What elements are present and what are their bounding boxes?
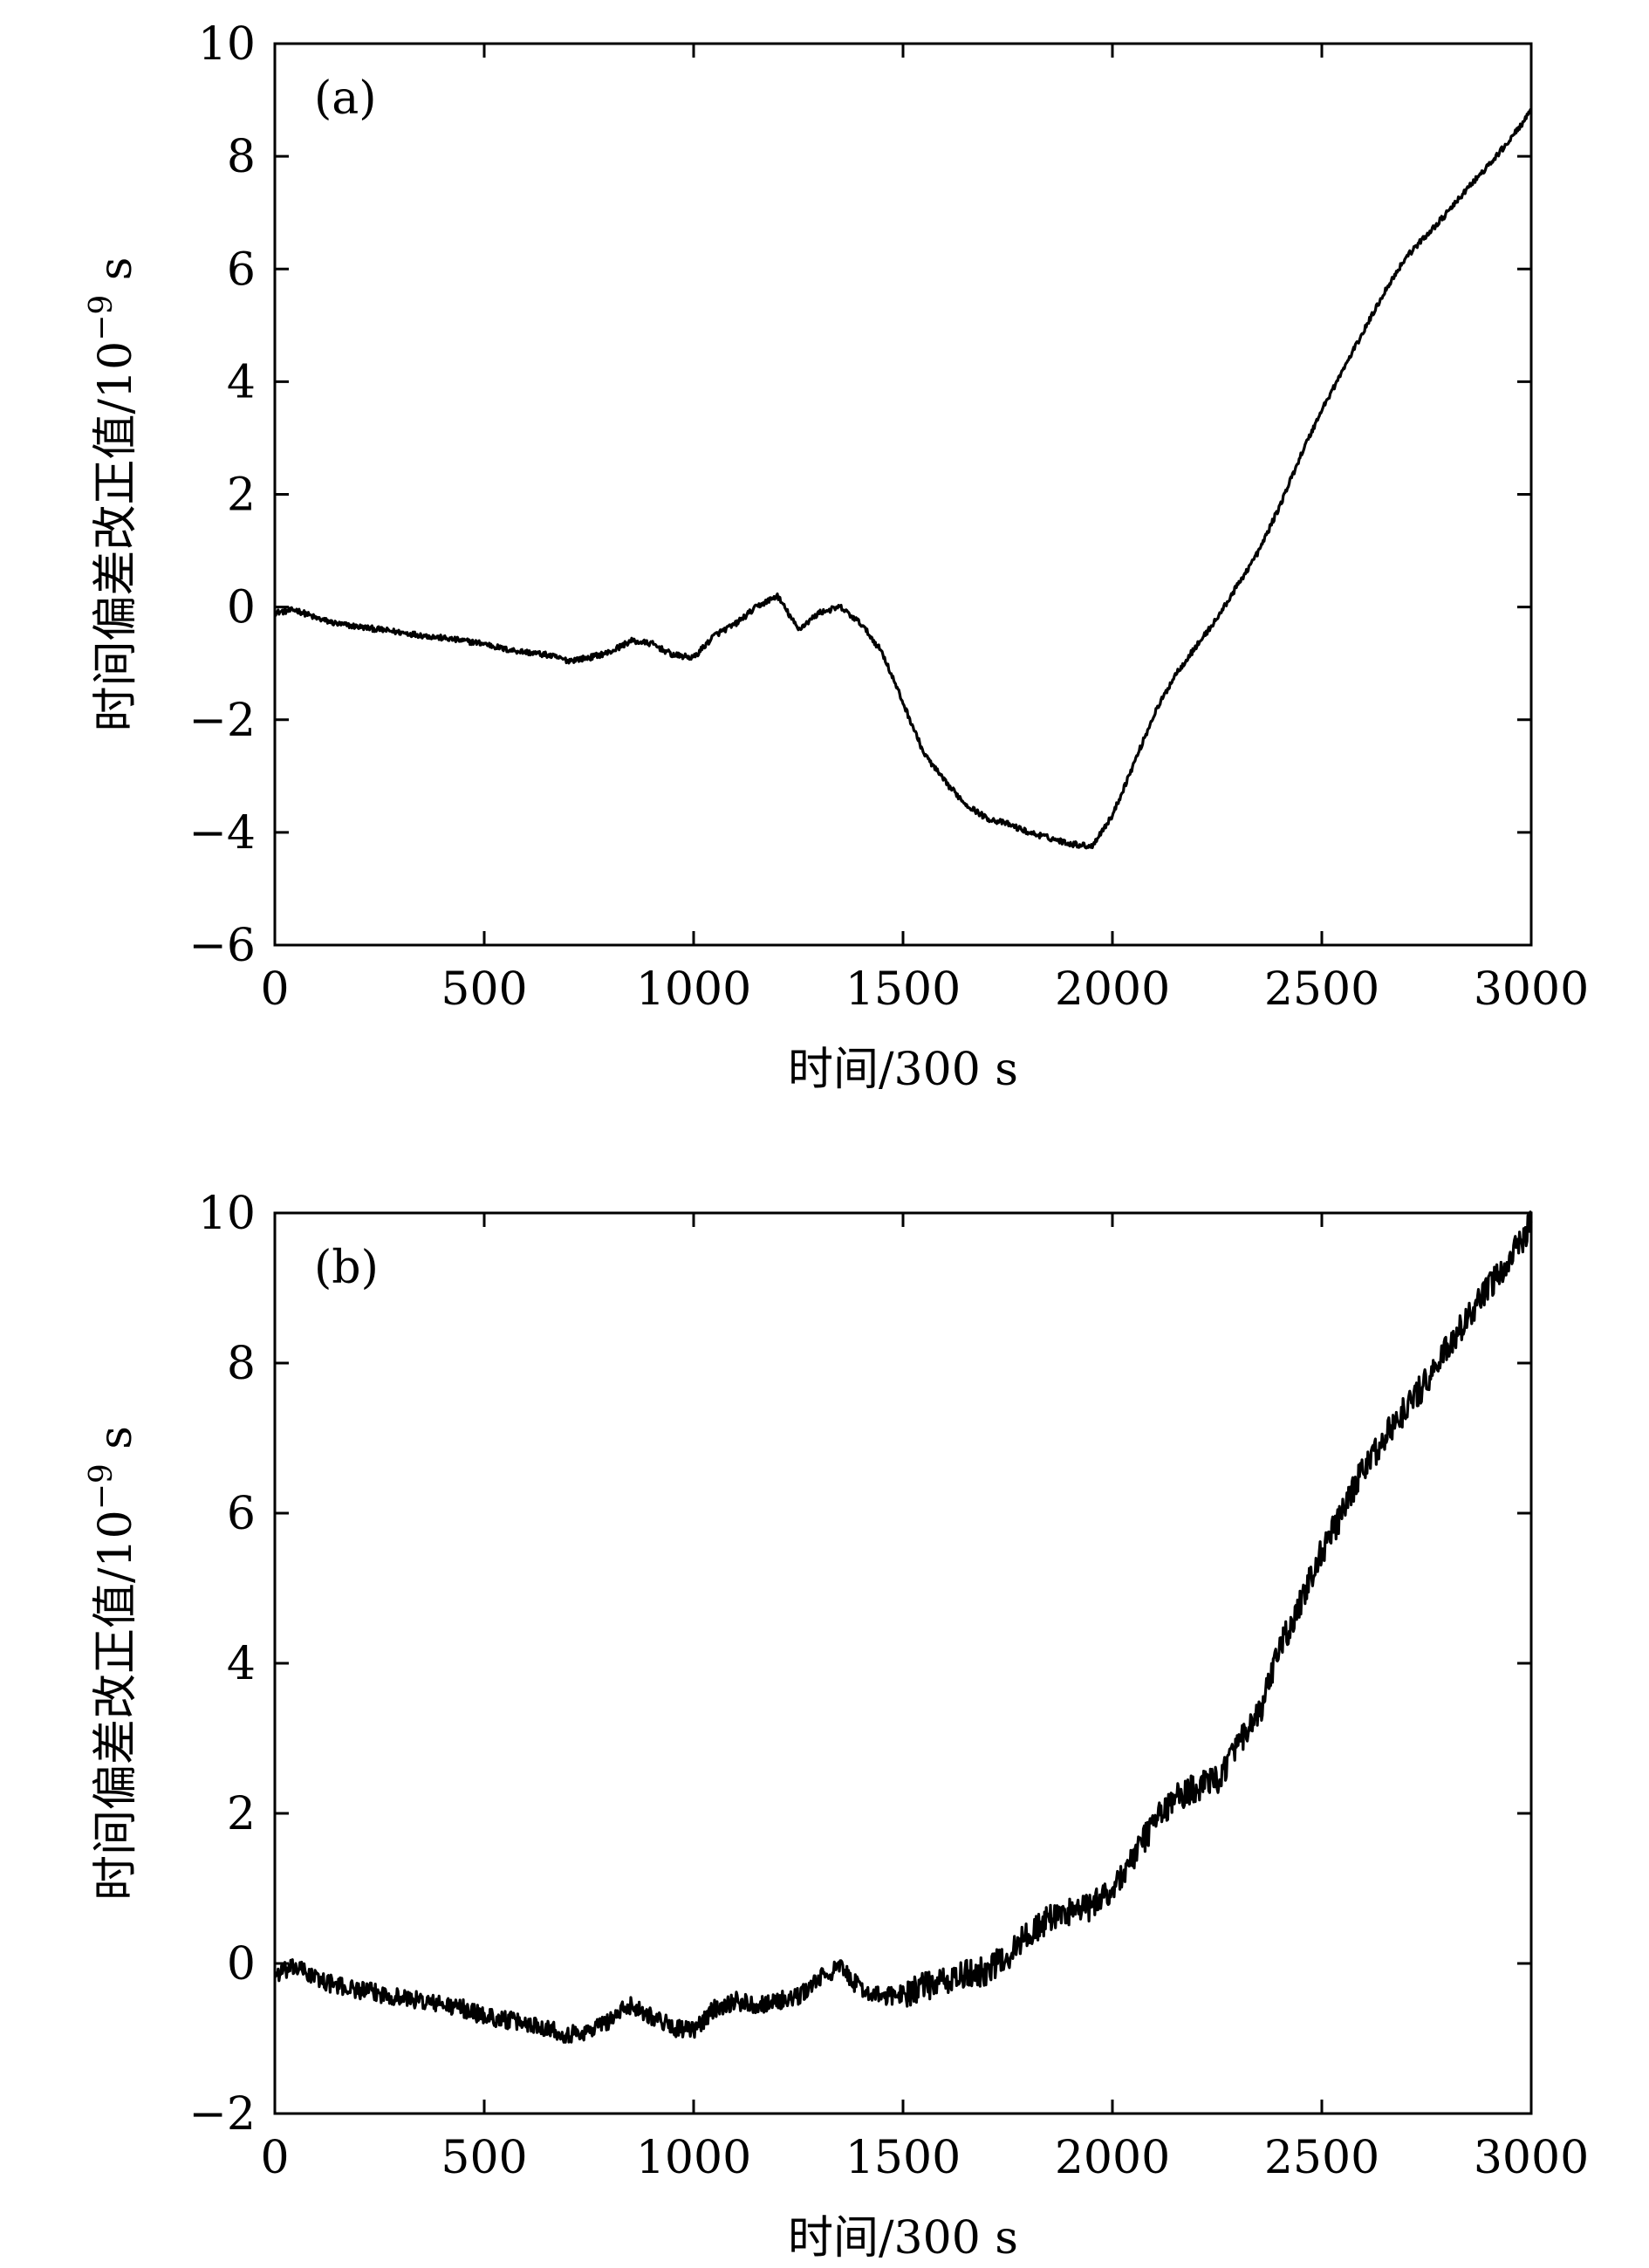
y-tick-label: 8 bbox=[227, 1338, 256, 1390]
x-tick-label: 500 bbox=[441, 963, 527, 1016]
x-tick-label: 2500 bbox=[1264, 2132, 1379, 2184]
y-axis-title-exponent: −9 bbox=[84, 1463, 120, 1510]
panel-label: (a) bbox=[314, 72, 377, 125]
series-line bbox=[273, 1210, 1533, 2044]
y-tick-label: 10 bbox=[198, 1188, 256, 1240]
y-tick-label: 6 bbox=[227, 1488, 256, 1540]
chart-panel-b: 0 500 1000 1500 2000 2500 3000−20246810(b)时间/3… bbox=[84, 1188, 1589, 2265]
y-tick-label: 10 bbox=[198, 18, 256, 71]
y-axis-title: 时间偏差改正值/10−9 s bbox=[84, 257, 142, 732]
x-tick-label: 2000 bbox=[1055, 963, 1170, 1016]
y-tick-label: 4 bbox=[227, 356, 256, 408]
panel-label: (b) bbox=[314, 1242, 379, 1294]
x-tick-label: 3000 bbox=[1474, 2132, 1589, 2184]
y-axis-title-main: 时间偏差改正值/10 bbox=[90, 1510, 142, 1901]
y-tick-label: 6 bbox=[227, 243, 256, 296]
y-tick-label: 0 bbox=[227, 1938, 256, 1990]
y-tick-label: 0 bbox=[227, 582, 256, 634]
y-tick-label: 2 bbox=[227, 469, 256, 522]
y-tick-label: 2 bbox=[227, 1788, 256, 1840]
y-tick-label: 4 bbox=[227, 1638, 256, 1690]
x-tick-label: 1000 bbox=[636, 2132, 751, 2184]
x-tick-label: 500 bbox=[441, 2132, 527, 2184]
y-tick-label: −2 bbox=[188, 695, 256, 747]
plot-frame bbox=[273, 42, 1533, 947]
y-axis-title-exponent: −9 bbox=[84, 295, 120, 341]
x-axis-title: 时间/300 s bbox=[788, 1044, 1018, 1096]
x-axis-title: 时间/300 s bbox=[788, 2212, 1018, 2265]
y-tick-label: −6 bbox=[188, 920, 256, 972]
y-axis-title-unit: s bbox=[90, 257, 142, 295]
x-tick-label: 2500 bbox=[1264, 963, 1379, 1016]
y-axis-title: 时间偏差改正值/10−9 s bbox=[84, 1426, 142, 1901]
chart-panel-a: 0 500 1000 1500 2000 2500 3000 −6 −4 −2 0 2 4 6 8 10 (a)… bbox=[84, 18, 1589, 1096]
y-axis-title-main: 时间偏差改正值/10 bbox=[90, 341, 142, 732]
plot-frame bbox=[273, 1211, 1533, 2115]
x-tick-label: 3000 bbox=[1474, 963, 1589, 1016]
x-tick-label: 2000 bbox=[1055, 2132, 1170, 2184]
x-tick-label: 1000 bbox=[636, 963, 751, 1016]
y-tick-label: −2 bbox=[188, 2088, 256, 2141]
x-tick-label: 1500 bbox=[845, 2132, 961, 2184]
x-tick-label: 0 bbox=[260, 963, 289, 1016]
y-axis-title-unit: s bbox=[90, 1426, 142, 1463]
y-tick-label: −4 bbox=[188, 807, 256, 860]
x-tick-label: 1500 bbox=[845, 963, 961, 1016]
x-tick-label: 0 bbox=[260, 2132, 289, 2184]
series-line bbox=[274, 108, 1533, 850]
y-tick-label: 8 bbox=[227, 131, 256, 183]
